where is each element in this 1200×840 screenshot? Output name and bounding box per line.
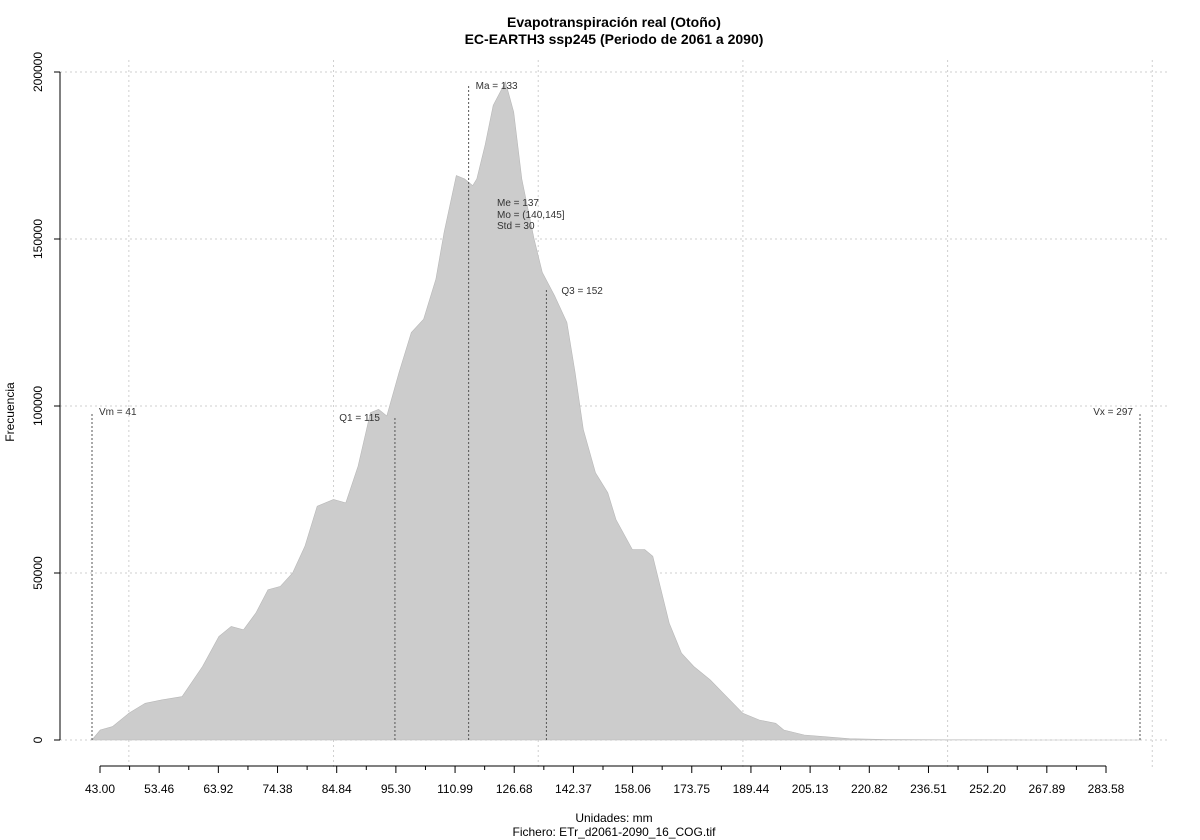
x-tick-label: 142.37 bbox=[555, 782, 592, 796]
stat-label: Me = 137 bbox=[497, 198, 539, 209]
density-fill bbox=[91, 81, 1140, 741]
y-tick-label: 50000 bbox=[31, 556, 45, 590]
stat-label: Q3 = 152 bbox=[561, 286, 603, 297]
y-axis-label: Frecuencia bbox=[3, 382, 17, 442]
axes: 0 50000 100000 150000 200000 43.00 53.46 63.92 7… bbox=[31, 52, 1125, 796]
x-tick-label: 95.30 bbox=[381, 782, 411, 796]
chart-title: Evapotranspiración real (Otoño) bbox=[507, 14, 721, 30]
x-tick-label: 84.84 bbox=[322, 782, 352, 796]
stat-label: Std = 30 bbox=[497, 221, 535, 232]
density-area bbox=[91, 81, 1140, 741]
y-tick-label: 100000 bbox=[31, 386, 45, 426]
x-tick-label: 205.13 bbox=[792, 782, 829, 796]
x-tick-label: 63.92 bbox=[203, 782, 233, 796]
file-footer: Fichero: ETr_d2061-2090_16_COG.tif bbox=[513, 825, 717, 839]
x-tick-label: 110.99 bbox=[437, 782, 473, 796]
x-tick-label: 220.82 bbox=[851, 782, 888, 796]
y-tick-label: 150000 bbox=[31, 219, 45, 259]
x-tick-label: 189.44 bbox=[733, 782, 770, 796]
stat-label: Ma = 133 bbox=[476, 81, 518, 92]
x-tick-label: 236.51 bbox=[910, 782, 947, 796]
x-tick-label: 126.68 bbox=[496, 782, 533, 796]
x-tick-label: 283.58 bbox=[1088, 782, 1125, 796]
x-tick-label: 158.06 bbox=[614, 782, 651, 796]
stat-label: Mo = (140,145] bbox=[497, 210, 565, 221]
y-tick-label: 200000 bbox=[31, 52, 45, 92]
x-axis-label: Unidades: mm bbox=[575, 811, 652, 825]
y-tick-label: 0 bbox=[31, 736, 45, 743]
x-tick-label: 173.75 bbox=[673, 782, 710, 796]
stat-label: Q1 = 115 bbox=[339, 413, 380, 424]
stat-lines bbox=[91, 85, 1141, 740]
x-tick-label: 53.46 bbox=[144, 782, 174, 796]
x-tick-label: 74.38 bbox=[263, 782, 293, 796]
x-tick-label: 267.89 bbox=[1028, 782, 1065, 796]
chart-subtitle: EC-EARTH3 ssp245 (Periodo de 2061 a 2090… bbox=[465, 31, 764, 47]
x-tick-label: 43.00 bbox=[85, 782, 115, 796]
stat-label: Vm = 41 bbox=[99, 407, 137, 418]
stat-label: Vx = 297 bbox=[1093, 407, 1133, 418]
x-tick-label: 252.20 bbox=[969, 782, 1006, 796]
